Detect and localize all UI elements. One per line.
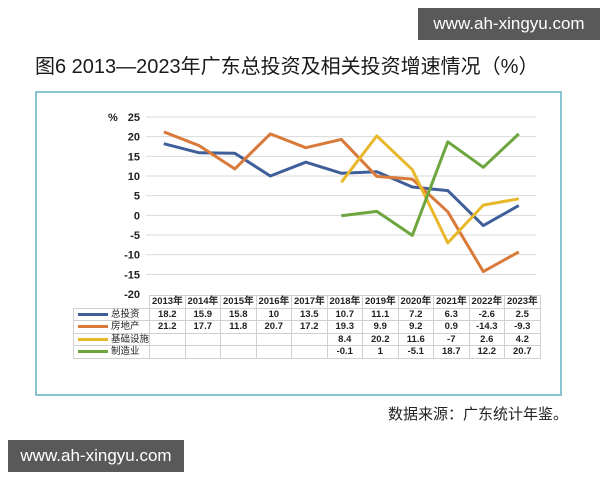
cell: 20.2 [362, 332, 399, 346]
cell [149, 332, 186, 346]
series-line [340, 134, 520, 245]
cell: 19.3 [326, 320, 364, 334]
year-header: 2015年 [220, 295, 257, 309]
y-tick-label: 25 [128, 112, 140, 124]
legend-real-estate: 房地产 [72, 320, 151, 334]
cell: 9.9 [362, 320, 399, 334]
year-header: 2022年 [468, 295, 506, 309]
table-corner [74, 296, 150, 309]
y-tick-label: 15 [128, 151, 140, 163]
year-header: 2013年 [149, 295, 186, 309]
cell: -9.3 [504, 320, 541, 334]
cell: 10 [255, 307, 293, 321]
cell [255, 332, 293, 346]
cell: 20.7 [255, 320, 293, 334]
table-row-real-estate: 房地产 21.2 17.7 11.8 20.7 17.2 19.3 9.9 9.2 0.9 -14… [72, 320, 541, 334]
cell [149, 345, 186, 359]
cell: 13.5 [291, 307, 328, 321]
cell: -14.3 [468, 320, 506, 334]
y-axis-ticks: 25 20 15 10 5 0 -5 -10 -15 -20 [124, 112, 140, 301]
cell: 15.9 [184, 307, 222, 321]
cell: 20.7 [504, 345, 541, 359]
year-header: 2018年 [326, 295, 364, 309]
table-row-total: 总投资 18.2 15.9 15.8 10 13.5 10.7 11.1 7.2 6.3 -2.6… [72, 307, 541, 321]
watermark-bottom: www.ah-xingyu.com [8, 440, 184, 472]
cell [184, 332, 222, 346]
chart-title: 图6 2013—2023年广东总投资及相关投资增速情况（%） [35, 56, 539, 78]
cell: 2.6 [468, 332, 506, 346]
cell: 2.5 [504, 307, 541, 321]
series-lines [163, 130, 520, 274]
legend-total: 总投资 [72, 307, 151, 321]
cell: 1 [362, 345, 399, 359]
cell: -2.6 [468, 307, 506, 321]
cell: 18.7 [433, 345, 470, 359]
cell [291, 332, 328, 346]
table-header-row: 2013年 2014年 2015年 2016年 2017年 2018年 2019… [74, 295, 541, 309]
y-tick-label: -15 [124, 269, 140, 281]
y-tick-label: 20 [128, 132, 140, 144]
cell: -5.1 [397, 345, 435, 359]
cell: 0.9 [433, 320, 470, 334]
cell [291, 345, 328, 359]
y-tick-label: 5 [134, 191, 140, 203]
y-tick-label: 10 [128, 171, 140, 183]
data-source-note: 数据来源：广东统计年鉴。 [387, 405, 568, 423]
cell: 12.2 [468, 345, 506, 359]
year-header: 2014年 [184, 295, 222, 309]
cell: 6.3 [433, 307, 470, 321]
legend-manufacturing: 制造业 [72, 345, 151, 359]
cell: 4.2 [504, 332, 541, 346]
cell [184, 345, 222, 359]
cell [220, 332, 257, 346]
year-header: 2021年 [433, 295, 470, 309]
series-line [341, 132, 520, 237]
legend-swatch-blue [78, 312, 108, 316]
year-header: 2023年 [504, 295, 541, 309]
y-axis-label: % [108, 112, 118, 124]
year-header: 2020年 [397, 295, 435, 309]
year-header: 2016年 [255, 295, 293, 309]
data-table: 2013年 2014年 2015年 2016年 2017年 2018年 2019… [72, 295, 541, 359]
cell: 17.2 [291, 320, 328, 334]
cell [255, 345, 293, 359]
cell: 11.1 [362, 307, 399, 321]
cell: 11.6 [397, 332, 435, 346]
y-tick-label: 0 [134, 210, 140, 222]
cell: 11.8 [220, 320, 257, 334]
table-row-infrastructure: 基础设施 8.4 20.2 11.6 -7 2.6 4.2 [72, 332, 541, 346]
cell: -7 [433, 332, 470, 346]
watermark-top: www.ah-xingyu.com [418, 8, 600, 40]
y-tick-label: -10 [124, 250, 140, 262]
y-tick-label: -20 [124, 289, 140, 301]
legend-infrastructure: 基础设施 [72, 332, 151, 346]
y-tick-label: -5 [130, 230, 140, 242]
cell: 15.8 [220, 307, 257, 321]
cell [220, 345, 257, 359]
year-header: 2019年 [362, 295, 399, 309]
cell: 17.7 [184, 320, 222, 334]
cell: 21.2 [149, 320, 186, 334]
cell: 8.4 [326, 332, 364, 346]
cell: 10.7 [326, 307, 364, 321]
cell: 9.2 [397, 320, 435, 334]
table-row-manufacturing: 制造业 -0.1 1 -5.1 18.7 12.2 20.7 [72, 345, 541, 359]
legend-swatch-yellow [78, 337, 108, 341]
cell: 18.2 [149, 307, 186, 321]
series-line [163, 142, 520, 228]
legend-swatch-green [78, 350, 108, 354]
cell: 7.2 [397, 307, 435, 321]
legend-swatch-orange [78, 325, 108, 329]
cell: -0.1 [326, 345, 364, 359]
year-header: 2017年 [291, 295, 328, 309]
